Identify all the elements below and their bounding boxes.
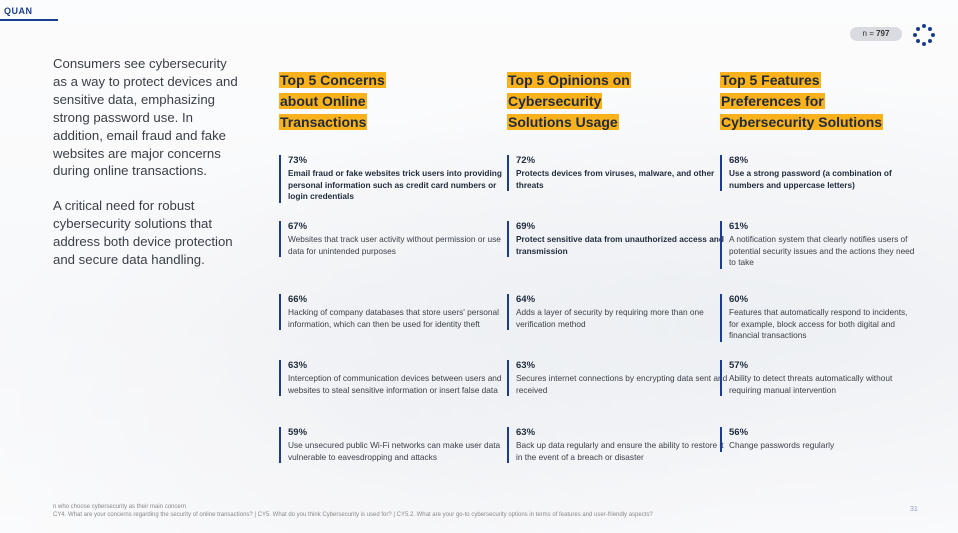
- list-item: 56% Change passwords regularly: [720, 427, 919, 452]
- item-text: Use unsecured public Wi-Fi networks can …: [288, 440, 501, 462]
- item-text: Interception of communication devices be…: [288, 373, 502, 395]
- list-item: 68% Use a strong password (a combination…: [720, 155, 919, 191]
- list-item: 64% Adds a layer of security by requirin…: [507, 294, 731, 330]
- item-text: Use a strong password (a combination of …: [729, 168, 892, 190]
- title-line: Top 5 Opinions on: [507, 72, 631, 88]
- item-text: Back up data regularly and ensure the ab…: [516, 440, 724, 462]
- title-line: about Online: [279, 93, 367, 109]
- item-percent: 73%: [288, 155, 308, 166]
- item-text: Hacking of company databases that store …: [288, 307, 499, 329]
- item-percent: 59%: [288, 427, 308, 438]
- title-line: Top 5 Concerns: [279, 72, 386, 88]
- item-percent: 63%: [516, 427, 536, 438]
- column-title: Top 5 Features Preferences for Cybersecu…: [720, 70, 945, 133]
- list-item: 66% Hacking of company databases that st…: [279, 294, 503, 330]
- item-percent: 64%: [516, 294, 536, 305]
- brand-label: QUAN: [4, 6, 33, 16]
- list-item: 60% Features that automatically respond …: [720, 294, 919, 342]
- item-text: Features that automatically respond to i…: [729, 307, 908, 340]
- list-item: 63% Interception of communication device…: [279, 360, 503, 396]
- item-percent: 57%: [729, 360, 749, 371]
- list-item: 63% Secures internet connections by encr…: [507, 360, 731, 396]
- brand-underline: [0, 19, 58, 21]
- list-item: 61% A notification system that clearly n…: [720, 221, 919, 269]
- item-percent: 67%: [288, 221, 308, 232]
- item-text: Adds a layer of security by requiring mo…: [516, 307, 704, 329]
- list-item: 63% Back up data regularly and ensure th…: [507, 427, 731, 463]
- list-item: 59% Use unsecured public Wi-Fi networks …: [279, 427, 503, 463]
- item-percent: 63%: [516, 360, 536, 371]
- item-text: Websites that track user activity withou…: [288, 234, 501, 256]
- list-item: 57% Ability to detect threats automatica…: [720, 360, 919, 396]
- column-title: Top 5 Concerns about Online Transactions: [279, 70, 489, 133]
- intro-text: Consumers see cybersecurity as a way to …: [53, 55, 238, 286]
- item-percent: 72%: [516, 155, 536, 166]
- footer-base-note: n who choose cybersecurity as their main…: [53, 504, 187, 510]
- item-percent: 68%: [729, 155, 749, 166]
- title-line: Top 5 Features: [720, 72, 821, 88]
- title-line: Cybersecurity Solutions: [720, 114, 884, 130]
- item-text: Protects devices from viruses, malware, …: [516, 168, 715, 190]
- item-text: A notification system that clearly notif…: [729, 234, 915, 267]
- list-item: 73% Email fraud or fake websites trick u…: [279, 155, 503, 203]
- column-opinions: Top 5 Opinions on Cybersecurity Solution…: [507, 70, 727, 463]
- sample-size-badge: n = 797: [850, 27, 902, 41]
- column-concerns: Top 5 Concerns about Online Transactions…: [279, 70, 502, 463]
- sample-size-value: 797: [876, 29, 890, 38]
- title-line: Preferences for: [720, 93, 825, 109]
- item-percent: 66%: [288, 294, 308, 305]
- title-line: Transactions: [279, 114, 368, 130]
- item-percent: 69%: [516, 221, 536, 232]
- item-text: Change passwords regularly: [729, 440, 835, 450]
- item-text: Email fraud or fake websites trick users…: [288, 168, 502, 201]
- page-number: 31: [910, 506, 918, 513]
- item-percent: 61%: [729, 221, 749, 232]
- item-percent: 56%: [729, 427, 749, 438]
- item-text: Secures internet connections by encrypti…: [516, 373, 728, 395]
- item-text: Ability to detect threats automatically …: [729, 373, 893, 395]
- list-item: 69% Protect sensitive data from unauthor…: [507, 221, 731, 257]
- item-text: Protect sensitive data from unauthorized…: [516, 234, 724, 256]
- list-item: 72% Protects devices from viruses, malwa…: [507, 155, 731, 191]
- title-line: Solutions Usage: [507, 114, 619, 130]
- footer-questions: CY4. What are your concerns regarding th…: [53, 512, 653, 518]
- intro-paragraph-1: Consumers see cybersecurity as a way to …: [53, 56, 238, 179]
- intro-paragraph-2: A critical need for robust cybersecurity…: [53, 198, 233, 268]
- list-item: 67% Websites that track user activity wi…: [279, 221, 503, 257]
- title-line: Cybersecurity: [507, 93, 603, 109]
- company-logo-icon: [913, 24, 935, 46]
- column-title: Top 5 Opinions on Cybersecurity Solution…: [507, 70, 717, 133]
- item-percent: 60%: [729, 294, 749, 305]
- item-percent: 63%: [288, 360, 308, 371]
- sample-size-prefix: n =: [862, 29, 877, 38]
- column-features: Top 5 Features Preferences for Cybersecu…: [720, 70, 945, 452]
